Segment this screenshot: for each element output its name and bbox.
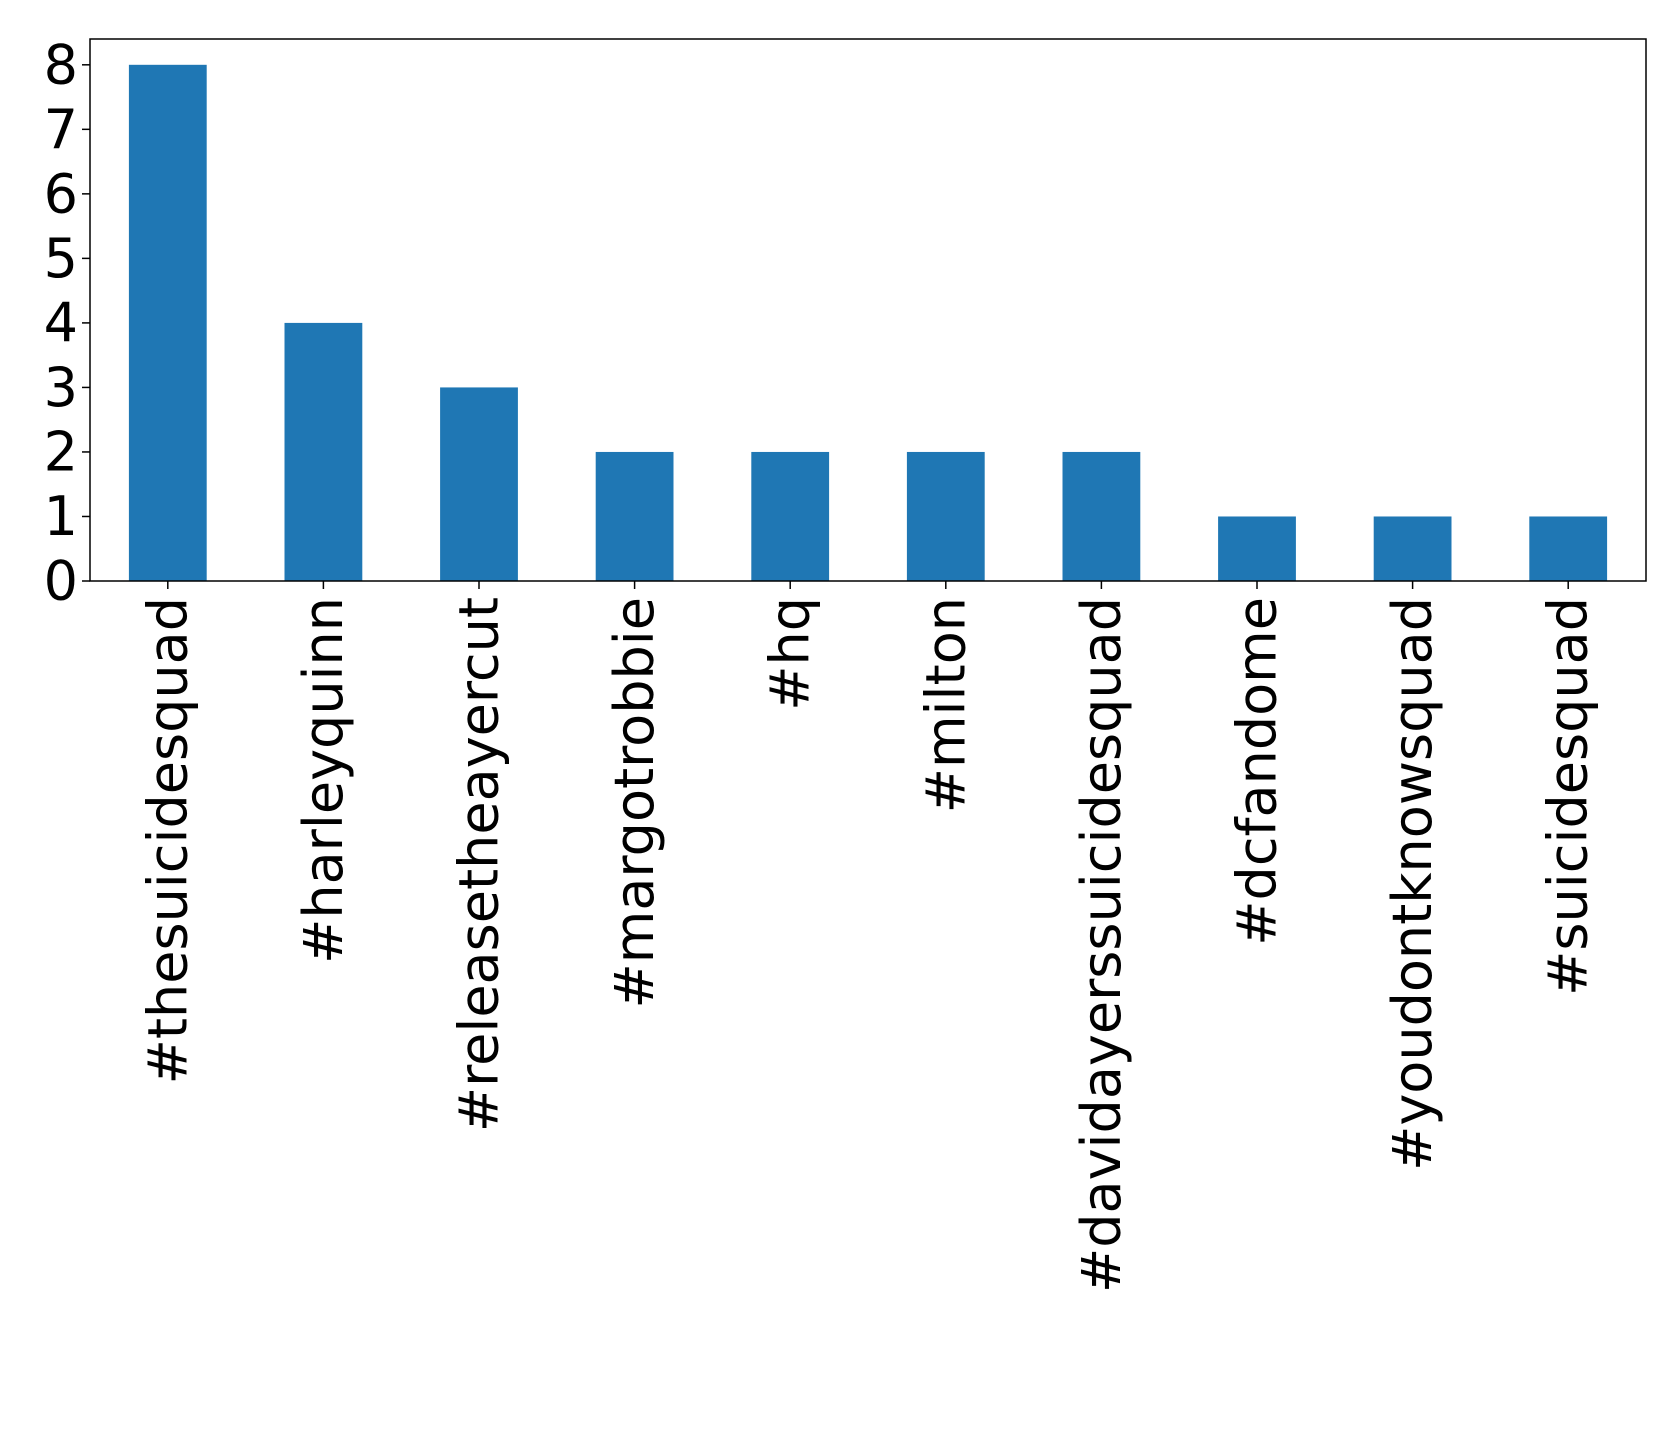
bar-1 [284,322,363,581]
bar-2 [440,387,518,581]
bar-0 [128,64,207,582]
x-tick-label-6: #davidayerssuicidesquad [1070,597,1133,1293]
bar-7 [1218,516,1296,581]
y-tick-label-5: 5 [44,227,78,290]
y-tick-label-3: 3 [44,356,78,419]
bar-8 [1373,516,1452,581]
y-tick-label-6: 6 [44,162,78,225]
x-tick-label-9: #suicidesquad [1537,597,1600,996]
plot-frame [89,38,1647,582]
y-tick-label-4: 4 [44,291,78,354]
x-axis: #thesuicidesquad #harleyquinn #releasethea… [136,581,1600,1293]
x-tick-label-0: #thesuicidesquad [136,597,199,1084]
bar-6 [1062,451,1141,581]
bar-5 [906,451,985,581]
bars-layer [128,64,1608,582]
y-tick-label-0: 0 [44,550,78,613]
bar-3 [595,451,674,581]
x-tick-label-7: #dcfandome [1226,597,1289,946]
y-tick-label-7: 7 [44,98,78,161]
x-tick-label-8: #youdontknowsquad [1381,597,1444,1171]
x-tick-label-3: #margotrobbie [603,597,666,1009]
y-tick-label-1: 1 [44,485,78,548]
bar-4 [751,451,830,581]
x-tick-label-2: #releasetheayercut [448,597,511,1132]
y-tick-label-2: 2 [44,420,78,483]
x-tick-label-4: #hq [759,597,822,711]
x-tick-label-5: #milton [914,597,977,813]
bar-9 [1529,516,1608,581]
y-tick-label-8: 8 [44,33,78,96]
x-tick-label-1: #harleyquinn [292,597,355,964]
